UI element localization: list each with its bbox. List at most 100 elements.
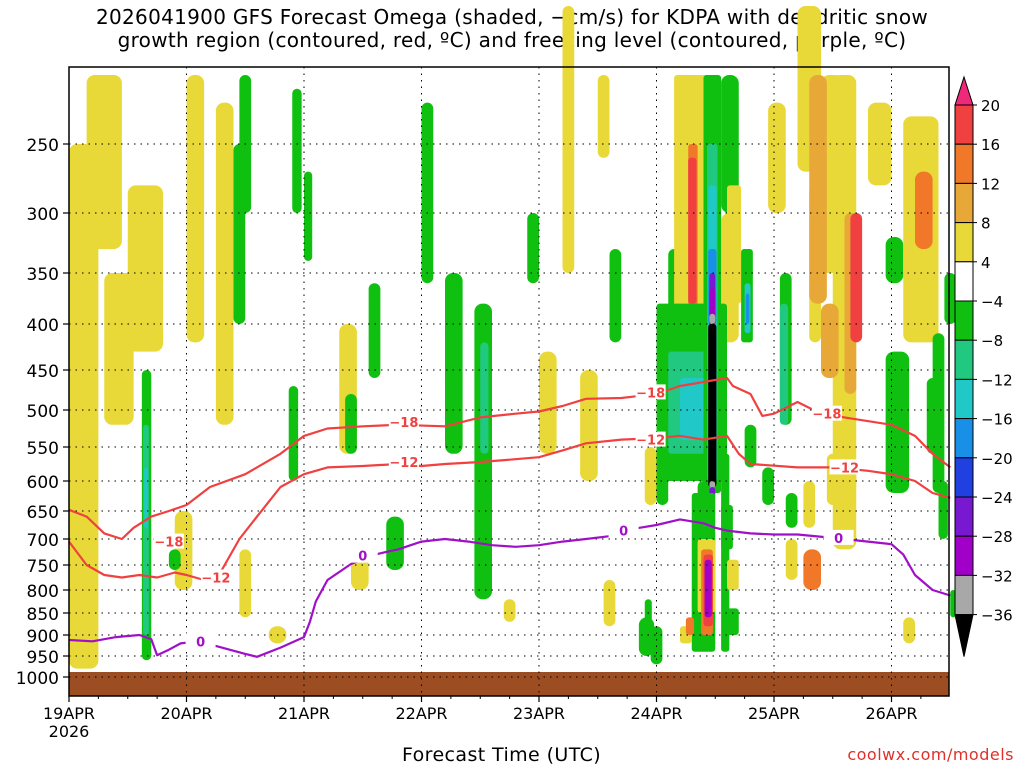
shade-cell-12 [143,424,149,635]
label-freezing-b: 0 [358,550,367,565]
colorbar-swatch-3 [954,182,974,224]
y-tick-label-800: 800 [27,582,59,602]
shade-cell-72 [779,303,789,425]
colorbar-label-7: −12 [981,371,1013,389]
colorbar-label-3: 8 [981,215,991,233]
shade-cell-59 [885,237,904,284]
colorbar-top-arrow [954,75,974,106]
colorbar-label-8: −16 [981,411,1013,429]
dgz-minus12-contour [68,434,951,582]
colorbar-label-11: −28 [981,528,1013,546]
label-minus18-a: −18 [389,416,418,431]
label-minus18-b-bg [635,384,666,400]
colorbar-swatch-13 [954,574,974,616]
shade-cell-63 [926,378,939,454]
label-freezing-c: 0 [619,525,628,540]
updraft-cell-2 [688,157,697,304]
colorbar-label-2: 12 [981,175,1000,193]
label-minus12-d-bg [200,569,231,585]
shade-cell-29 [539,351,557,454]
shade-cell-58 [868,102,892,186]
updraft-cell-13 [708,324,717,487]
label-minus12-c-bg [829,459,860,475]
shade-cell-6 [215,102,234,425]
updraft-cell-21 [721,453,730,652]
colorbar: 20 16 12 8 4 −4 −8 −12 −16 −20 −24 −28 −32 −36 [954,75,1013,657]
y-tick-label-500: 500 [27,402,59,422]
x-tick-label-3: 22APR [395,704,447,723]
shade-cell-26 [480,342,489,454]
shade-cell-3 [127,185,163,352]
label-freezing-d-bg [823,529,854,545]
x-tick-label-6: 25APR [748,704,800,723]
label-freezing-c-bg [608,522,639,538]
shade-cell-67 [938,481,948,539]
colorbar-bottom-arrow [954,614,974,657]
shade-cell-22 [386,516,404,570]
colorbar-label-4: 4 [981,254,991,272]
label-minus12-b: −12 [636,434,665,449]
shade-cell-75 [821,303,839,378]
y-tick-label-300: 300 [27,205,59,225]
x-tick-label-4: 23APR [513,704,565,723]
shade-cell-21 [368,283,381,378]
shade-cell-61 [915,171,933,249]
x-tick-label-2: 21APR [278,704,330,723]
shade-cell-76 [803,549,821,590]
shade-cell-45 [744,424,757,468]
shade-cell-0 [69,144,99,669]
label-minus18-c-bg [811,405,842,421]
shade-cell-35 [650,626,663,665]
shade-cell-16 [304,171,313,261]
x-start-year: 2026 [49,722,90,741]
updraft-cell-20 [704,559,712,618]
shade-cell-5 [186,75,205,343]
shade-cell-48 [785,539,798,580]
y-tick-label-350: 350 [27,265,59,285]
updraft-cell-12 [709,313,716,324]
y-tick-label-700: 700 [27,531,59,551]
shade-cell-36 [597,75,610,158]
y-tick-label-750: 750 [27,557,59,577]
x-tick-label-1: 20APR [160,704,212,723]
colorbar-label-12: −32 [981,567,1013,585]
updraft-cell-22 [727,185,742,304]
label-minus18-d: −18 [154,536,183,551]
colorbar-swatch-6 [954,300,974,341]
y-tick-label-400: 400 [27,316,59,336]
shade-cell-38 [609,249,622,343]
colorbar-swatch-7 [954,339,974,380]
x-tick-label-0: 19APR [43,704,95,723]
label-minus12-d: −12 [201,572,230,587]
updraft-cell-29 [727,559,739,590]
shade-cell-28 [527,213,539,284]
shade-cell-65 [903,617,915,644]
x-tick-label-7: 26APR [865,704,917,723]
shade-cell-73 [885,351,910,493]
shade-cell-4 [174,511,193,590]
chart-title-line-2: growth region (contoured, red, ºC) and f… [117,28,907,52]
y-tick-label-550: 550 [27,439,59,459]
shade-cell-10 [168,549,181,570]
colorbar-swatch-12 [954,535,974,576]
colorbar-label-5: −4 [981,293,1003,311]
x-axis-title: Forecast Time (UTC) [402,744,602,766]
label-freezing-d: 0 [834,532,843,547]
shade-cell-53 [803,481,816,528]
shade-cell-46 [762,467,774,505]
y-tick-label-850: 850 [27,605,59,625]
label-minus12-a: −12 [389,456,418,471]
shade-cell-39 [644,447,657,505]
updraft-cell-30 [727,608,739,635]
colorbar-swatch-11 [954,496,974,537]
colorbar-label-1: 16 [981,136,1000,154]
shade-cell-24 [445,273,463,454]
y-tick-label-650: 650 [27,503,59,523]
label-minus12-c: −12 [830,461,859,476]
shade-cell-13 [144,467,148,528]
y-tick-label-600: 600 [27,473,59,493]
colorbar-swatch-5 [954,261,974,302]
contours: −18 −18 −18 −18 −12 −12 −12 −12 0 0 0 0 [68,376,951,658]
credit-text: coolwx.com/models [847,745,1014,764]
colorbar-label-6: −8 [981,332,1003,350]
